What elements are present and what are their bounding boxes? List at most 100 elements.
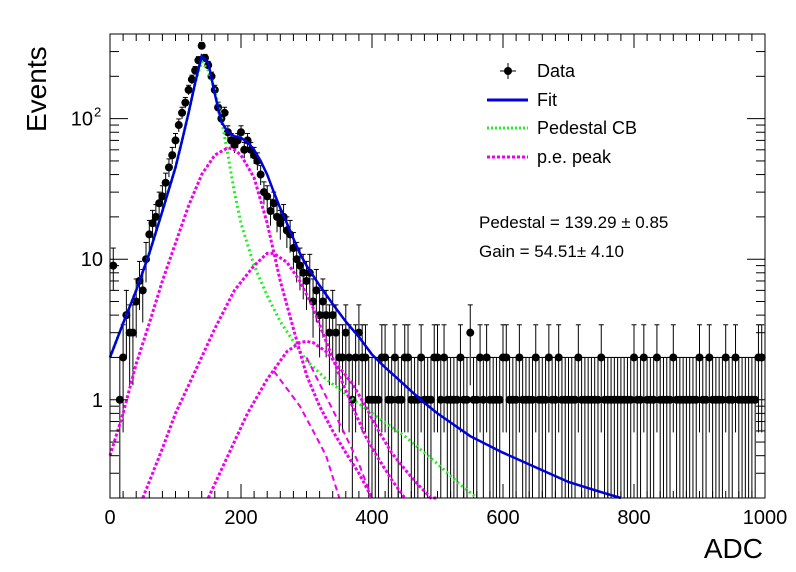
x-tick-label: 1000: [743, 507, 788, 529]
data-marker: [325, 328, 334, 337]
data-marker: [652, 353, 661, 362]
annotation-pedestal: Pedestal = 139.29 ± 0.85: [479, 213, 668, 232]
data-point: [544, 324, 553, 433]
data-point: [168, 146, 177, 164]
data-marker: [184, 85, 193, 94]
data-marker: [374, 395, 383, 404]
data-marker: [531, 353, 540, 362]
data-marker: [666, 395, 675, 404]
data-point: [574, 324, 583, 433]
data-marker: [669, 353, 678, 362]
data-marker: [276, 219, 285, 228]
data-point: [145, 219, 154, 253]
data-marker: [220, 108, 229, 117]
data-point: [728, 356, 737, 498]
legend-label-pe-peak: p.e. peak: [537, 147, 612, 167]
pe-peak-curve: [141, 251, 407, 499]
y-tick-label: 10: [81, 249, 103, 271]
data-point: [325, 304, 334, 386]
data-marker: [181, 98, 190, 107]
data-point: [669, 324, 678, 433]
data-marker: [436, 395, 445, 404]
data-marker: [318, 297, 327, 306]
data-marker: [132, 297, 141, 306]
data-marker: [269, 199, 278, 208]
data-marker: [482, 353, 491, 362]
data-marker: [148, 219, 157, 228]
data-point: [341, 304, 350, 386]
data-marker: [178, 108, 187, 117]
y-axis-label: Events: [21, 46, 52, 132]
data-marker: [292, 255, 301, 264]
x-tick-label: 200: [224, 507, 257, 529]
data-point: [462, 356, 471, 498]
data-point: [597, 324, 606, 433]
data-point: [636, 356, 645, 498]
legend: Data Fit Pedestal CB p.e. peak: [487, 61, 637, 167]
data-marker: [240, 145, 249, 154]
data-marker: [551, 395, 560, 404]
data-marker: [328, 311, 337, 320]
data-marker: [161, 178, 170, 187]
data-point: [495, 356, 504, 498]
data-marker: [145, 230, 154, 239]
data-marker: [502, 353, 511, 362]
data-marker: [544, 353, 553, 362]
data-marker: [397, 395, 406, 404]
data-marker: [119, 353, 128, 362]
data-point: [328, 289, 337, 358]
y-tick-label: 10: [71, 109, 93, 131]
data-marker: [597, 353, 606, 362]
legend-label-data: Data: [537, 61, 576, 81]
data-marker: [433, 353, 442, 362]
data-layer: [109, 41, 766, 498]
data-marker: [571, 395, 580, 404]
data-point: [528, 356, 537, 498]
data-marker: [295, 261, 304, 270]
y-tick-exponent: 2: [94, 105, 101, 120]
data-point: [705, 324, 714, 433]
data-marker: [168, 151, 177, 160]
data-marker: [155, 199, 164, 208]
pe-peak-curve: [206, 339, 438, 500]
data-point: [220, 106, 229, 119]
data-point: [187, 74, 196, 85]
data-point: [381, 324, 390, 433]
data-point: [184, 84, 193, 95]
data-marker: [256, 170, 265, 179]
data-marker: [466, 328, 475, 337]
data-point: [164, 158, 173, 178]
data-point: [390, 324, 399, 433]
data-point: [721, 324, 730, 433]
x-tick-label: 600: [486, 507, 519, 529]
data-marker: [345, 353, 354, 362]
data-marker: [187, 75, 196, 84]
data-point: [531, 324, 540, 433]
x-tick-label: 800: [617, 507, 650, 529]
data-marker: [381, 353, 390, 362]
data-marker: [390, 353, 399, 362]
data-marker: [456, 353, 465, 362]
data-marker: [164, 163, 173, 172]
data-marker: [174, 121, 183, 130]
data-marker: [171, 136, 180, 145]
data-point: [554, 324, 563, 433]
data-marker: [312, 286, 321, 295]
data-marker: [695, 353, 704, 362]
data-point: [338, 324, 347, 433]
data-marker: [462, 395, 471, 404]
data-point: [171, 133, 180, 149]
data-marker: [593, 395, 602, 404]
data-marker: [426, 395, 435, 404]
data-marker: [263, 192, 272, 201]
data-marker: [731, 353, 740, 362]
data-point: [731, 324, 740, 433]
data-marker: [630, 353, 638, 362]
data-marker: [417, 353, 426, 362]
data-marker: [574, 353, 583, 362]
data-point: [515, 324, 524, 433]
data-marker: [721, 353, 730, 362]
legend-label-pedestal: Pedestal CB: [537, 118, 637, 138]
data-point: [652, 324, 661, 433]
